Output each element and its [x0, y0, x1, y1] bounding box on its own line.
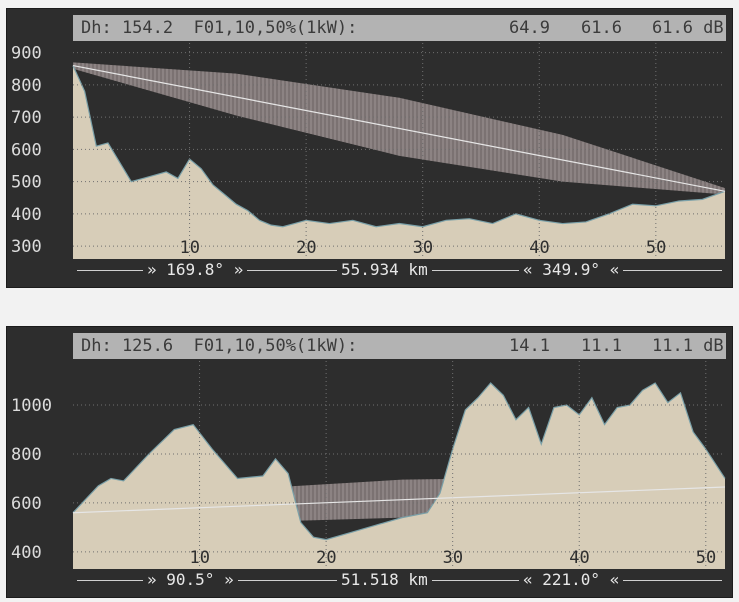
header-label: Dh: 125.6 F01,10,50%(1kW): — [81, 336, 358, 356]
chart-footer: » 169.8° » 55.934 km « 349.9° « — [73, 259, 726, 281]
terrain-outline — [72, 382, 726, 541]
chart-footer: » 90.5° » 51.518 km « 221.0° « — [73, 569, 726, 591]
terrain-area — [73, 383, 725, 569]
footer-azimuth-start: » 90.5° » — [143, 569, 238, 591]
x-tick-label: 50 — [646, 238, 666, 258]
x-tick-label: 20 — [296, 238, 316, 258]
chart-header: Dh: 154.2 F01,10,50%(1kW): 64.9 61.6 61.… — [73, 15, 726, 41]
profile-chart-2: Dh: 125.6 F01,10,50%(1kW): 14.1 11.1 11.… — [6, 326, 733, 598]
grid — [73, 43, 725, 259]
x-tick-label: 20 — [316, 548, 336, 568]
header-value-3: 11.1 dB — [652, 336, 724, 356]
header-label: Dh: 154.2 F01,10,50%(1kW): — [81, 18, 358, 38]
header-value-1: 14.1 — [509, 336, 550, 356]
terrain-area — [73, 65, 725, 259]
header-value-1: 64.9 — [509, 18, 550, 38]
line-of-sight-ray — [72, 64, 726, 192]
footer-distance: 51.518 km — [337, 569, 432, 591]
header-value-2: 61.6 — [581, 18, 622, 38]
grid — [73, 361, 725, 569]
y-tick-label: 500 — [11, 173, 42, 193]
y-tick-label: 400 — [11, 543, 42, 563]
line-of-sight-ray — [72, 486, 726, 514]
y-tick-label: 600 — [11, 494, 42, 514]
footer-azimuth-end: « 221.0° « — [519, 569, 624, 591]
fresnel-hatch — [74, 62, 724, 195]
terrain-outline — [72, 65, 726, 228]
y-tick-label: 800 — [11, 445, 42, 465]
footer-azimuth-start: » 169.8° » — [143, 259, 248, 281]
y-tick-label: 700 — [11, 108, 42, 128]
footer-azimuth-end: « 349.9° « — [519, 259, 624, 281]
chart-header: Dh: 125.6 F01,10,50%(1kW): 14.1 11.1 11.… — [73, 333, 726, 359]
x-tick-label: 30 — [413, 238, 433, 258]
y-tick-label: 400 — [11, 205, 42, 225]
x-tick-label: 10 — [180, 238, 200, 258]
x-tick-label: 40 — [569, 548, 589, 568]
y-tick-label: 800 — [11, 76, 42, 96]
footer-distance: 55.934 km — [337, 259, 432, 281]
y-tick-label: 300 — [11, 237, 42, 257]
profile-plot: 400 600 800 1000 10 20 30 40 50 — [11, 361, 726, 569]
x-tick-label: 50 — [696, 548, 716, 568]
y-tick-label: 1000 — [11, 396, 52, 416]
x-tick-label: 40 — [529, 238, 549, 258]
y-tick-label: 900 — [11, 44, 42, 64]
header-value-2: 11.1 — [581, 336, 622, 356]
y-tick-label: 600 — [11, 140, 42, 160]
header-value-3: 61.6 dB — [652, 18, 724, 38]
profile-chart-1: Dh: 154.2 F01,10,50%(1kW): 64.9 61.6 61.… — [6, 8, 733, 288]
profile-plot: 300 400 500 600 700 800 900 10 20 30 40 50 — [11, 43, 726, 259]
x-tick-label: 30 — [443, 548, 463, 568]
x-tick-label: 10 — [190, 548, 210, 568]
